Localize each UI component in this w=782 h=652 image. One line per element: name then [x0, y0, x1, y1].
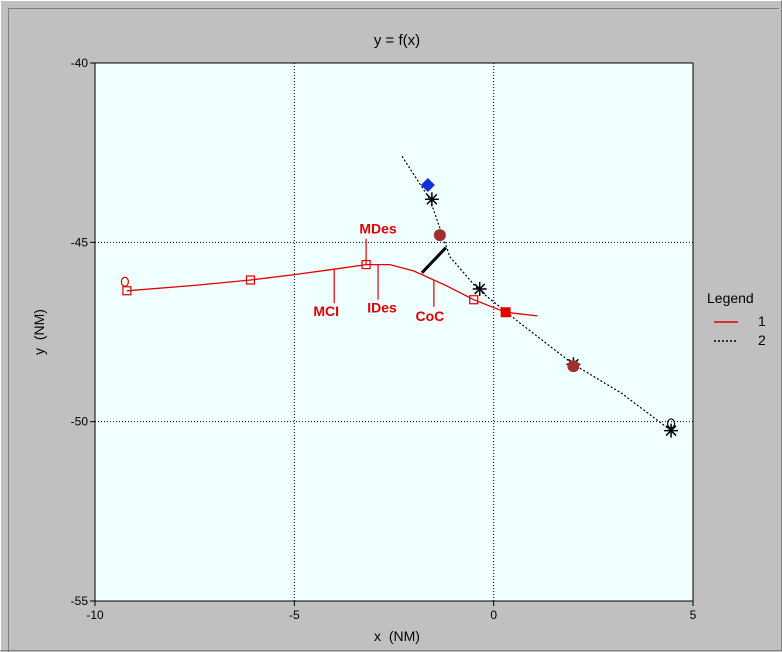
- series-2-star-marker: [472, 281, 487, 296]
- x-tick-label: -10: [86, 608, 104, 622]
- series-2-end-circle: [666, 418, 676, 429]
- series-2-star-marker: [424, 192, 439, 207]
- brown-dot-marker: [433, 229, 446, 242]
- axis-ticks: -10 -5 0 5-55-50-45-40: [71, 56, 697, 622]
- grid-lines: [95, 63, 693, 601]
- series-1-start-circle: [120, 276, 130, 287]
- x-tick-label: 5: [690, 608, 697, 622]
- legend: Legend 1 2: [707, 290, 766, 348]
- annotation-mci-label: MCI: [313, 303, 339, 319]
- annotation-coc-label: CoC: [415, 308, 444, 324]
- x-tick-label: 0: [490, 608, 497, 622]
- chart-title: y = f(x): [374, 32, 420, 49]
- y-axis-title: y (NM): [31, 309, 47, 355]
- diamond-marker: [420, 177, 435, 192]
- legend-label-2: 2: [758, 332, 766, 348]
- series-1-square-marker: [469, 295, 479, 305]
- marker-layer: [120, 177, 679, 438]
- series-1-square-marker: [245, 275, 256, 285]
- series-1-filled-square: [500, 307, 511, 318]
- star-stroke: [665, 425, 677, 437]
- series-1-square-marker: [122, 286, 132, 296]
- y-tick-label: -40: [71, 56, 89, 70]
- annotation-mdes-label: MDes: [359, 220, 397, 236]
- y-tick-label: -55: [71, 594, 89, 608]
- legend-title: Legend: [707, 290, 754, 306]
- series-2-star-marker: [664, 423, 679, 438]
- annotation-ides-label: IDes: [367, 299, 397, 315]
- connector-line: [420, 246, 447, 274]
- series-2-line: [401, 155, 672, 432]
- y-tick-label: -50: [71, 415, 89, 429]
- star-stroke: [426, 193, 438, 205]
- chart-panel: [8, 8, 779, 652]
- plot-area: [94, 62, 694, 602]
- x-tick-label: -5: [289, 608, 300, 622]
- legend-label-1: 1: [758, 313, 766, 329]
- star-stroke: [474, 283, 486, 295]
- x-axis-title: x (NM): [374, 628, 420, 644]
- y-tick-label: -45: [71, 235, 89, 249]
- annotation-layer: MDes MCI IDes CoC: [313, 220, 444, 324]
- brown-dot-marker: [567, 360, 580, 373]
